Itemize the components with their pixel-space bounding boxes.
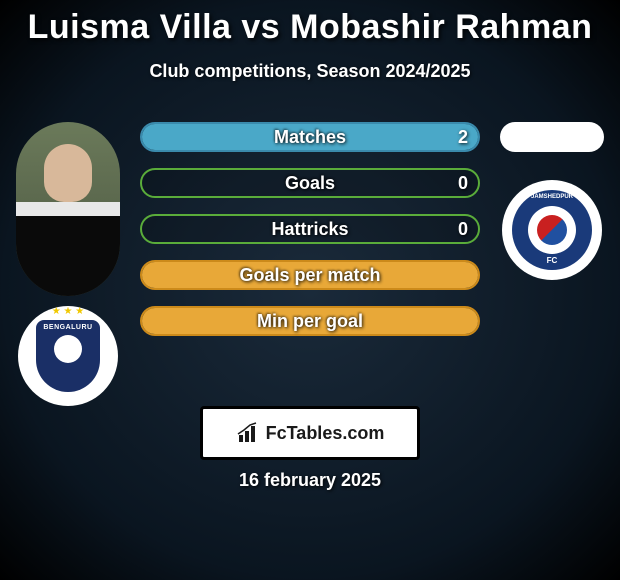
- chart-icon: [236, 421, 260, 445]
- stat-bar-value: 0: [458, 219, 468, 240]
- season-subtitle: Club competitions, Season 2024/2025: [0, 61, 620, 82]
- club-badge-core-icon: [537, 215, 567, 245]
- stat-bar-label: Min per goal: [142, 311, 478, 332]
- club-badge-text-top: JAMSHEDPUR: [531, 194, 573, 200]
- player-right-avatar: [500, 122, 604, 152]
- club-badge-text-bottom: FC: [547, 256, 558, 265]
- club-badge-inner-ring: [528, 206, 576, 254]
- stat-bar-row: Min per goal: [140, 306, 480, 336]
- stat-bar-row: Goals per match: [140, 260, 480, 290]
- stat-bar-label: Hattricks: [142, 219, 478, 240]
- page-title: Luisma Villa vs Mobashir Rahman: [0, 0, 620, 47]
- club-badge-text: BENGALURU: [43, 324, 92, 331]
- stat-bar-row: Goals0: [140, 168, 480, 198]
- player-left-column: BENGALURU: [8, 122, 128, 406]
- stat-bar-row: Hattricks0: [140, 214, 480, 244]
- stat-bars-container: Matches2Goals0Hattricks0Goals per matchM…: [140, 122, 480, 352]
- stat-bar-label: Goals per match: [142, 265, 478, 286]
- snapshot-date: 16 february 2025: [239, 470, 381, 491]
- player-right-club-badge: JAMSHEDPUR FC: [502, 180, 602, 280]
- stat-bar-value: 0: [458, 173, 468, 194]
- footer-brand-text: FcTables.com: [266, 423, 385, 444]
- jamshedpur-ring-icon: JAMSHEDPUR FC: [512, 190, 592, 270]
- player-left-club-badge: BENGALURU: [18, 306, 118, 406]
- club-badge-emblem-icon: [54, 335, 82, 363]
- footer-brand-box: FcTables.com: [200, 406, 420, 460]
- bengaluru-shield-icon: BENGALURU: [36, 320, 100, 392]
- stat-bar-label: Goals: [142, 173, 478, 194]
- player-right-column: JAMSHEDPUR FC: [492, 122, 612, 280]
- stat-bar-row: Matches2: [140, 122, 480, 152]
- stat-bar-label: Matches: [142, 127, 478, 148]
- stat-bar-value: 2: [458, 127, 468, 148]
- player-left-avatar: [16, 122, 120, 296]
